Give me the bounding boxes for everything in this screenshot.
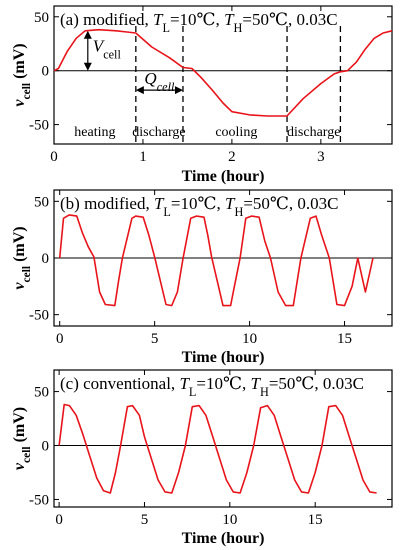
vcell-symbol: V bbox=[93, 36, 106, 55]
panel-title-part: L bbox=[189, 385, 196, 399]
panel-title-part: =10℃, bbox=[170, 10, 224, 29]
x-tick-label: 0 bbox=[56, 331, 64, 347]
phase-label: discharge bbox=[287, 125, 340, 140]
vcell-arrow-head-up bbox=[83, 30, 92, 39]
series-line bbox=[58, 403, 377, 494]
panel-title-part: L bbox=[163, 205, 170, 219]
qcell-label: Qcell bbox=[144, 69, 175, 94]
x-tick-label: 2 bbox=[228, 149, 236, 165]
y-axis-title-unit: (mV) bbox=[11, 226, 28, 266]
y-axis-title: vcell (mV) bbox=[11, 226, 33, 289]
panel-title-part: T bbox=[251, 374, 262, 393]
qcell-symbol: Q bbox=[144, 69, 156, 88]
x-tick-label: 1 bbox=[139, 149, 147, 165]
panel-title-part: T bbox=[179, 374, 190, 393]
panel-title-part: =10℃, bbox=[196, 374, 250, 393]
panel-title-part: =50℃, 0.03C bbox=[269, 374, 364, 393]
panel-title-part: T bbox=[153, 10, 164, 29]
y-axis-title-symbol: v bbox=[11, 462, 28, 470]
panel-title-part: H bbox=[234, 21, 243, 35]
y-axis-title-subscript: cell bbox=[21, 83, 33, 100]
y-tick-label: -50 bbox=[29, 118, 49, 134]
y-axis-title: vcell (mV) bbox=[11, 43, 33, 106]
panel-title-part: T bbox=[225, 194, 236, 213]
y-axis-title: vcell (mV) bbox=[11, 407, 33, 470]
panel-title-part: =50℃, 0.03C bbox=[242, 10, 337, 29]
plot-frame bbox=[53, 369, 393, 508]
x-tick-label: 3 bbox=[317, 149, 325, 165]
y-axis-title-unit: (mV) bbox=[11, 43, 28, 83]
panel-title-part: H bbox=[260, 385, 269, 399]
x-tick-label: 0 bbox=[50, 149, 58, 165]
y-tick-label: 0 bbox=[42, 439, 50, 455]
phase-label: cooling bbox=[215, 125, 257, 140]
vcell-subscript: cell bbox=[103, 47, 121, 61]
vcell-arrow-head-down bbox=[83, 62, 92, 71]
y-tick-label: 0 bbox=[42, 64, 50, 80]
y-tick-label: 50 bbox=[34, 385, 49, 401]
x-tick-label: 5 bbox=[151, 331, 159, 347]
x-axis-title: Time (hour) bbox=[182, 530, 265, 547]
y-axis-title-symbol: v bbox=[11, 99, 28, 107]
series-line bbox=[58, 214, 374, 307]
panel-c: 0 5 10 15 50 0 -50 Time (hour) vcell (mV) (c) con… bbox=[11, 369, 393, 547]
y-tick-label: -50 bbox=[29, 492, 49, 508]
x-axis-title: Time (hour) bbox=[182, 349, 265, 366]
phase-label: discharge bbox=[132, 125, 185, 140]
panel-title-part: (a) modified, bbox=[60, 10, 153, 29]
panel-title: (c) conventional, TL=10℃, TH=50℃, 0.03C bbox=[60, 374, 364, 399]
qcell-arrow-head-right bbox=[174, 86, 183, 95]
series-line bbox=[53, 28, 393, 117]
x-tick-label: 0 bbox=[55, 512, 63, 528]
panel-title-part: (b) modified, bbox=[60, 194, 154, 213]
x-tick-label: 15 bbox=[337, 331, 352, 347]
y-axis-title-subscript: cell bbox=[21, 266, 33, 283]
y-axis-title-subscript: cell bbox=[21, 446, 33, 463]
y-tick-label: -50 bbox=[29, 308, 49, 324]
y-axis-title-symbol: v bbox=[11, 282, 28, 290]
panel-title-part: =50℃, 0.03C bbox=[243, 194, 338, 213]
qcell-subscript: cell bbox=[157, 80, 175, 94]
vcell-label: Vcell bbox=[93, 36, 122, 61]
x-tick-label: 10 bbox=[242, 331, 257, 347]
panel-title-part: (c) conventional, bbox=[60, 374, 179, 393]
panel-title-part: L bbox=[162, 21, 169, 35]
panel-title-part: T bbox=[154, 194, 165, 213]
panel-title: (b) modified, TL=10℃, TH=50℃, 0.03C bbox=[60, 194, 339, 219]
x-tick-label: 5 bbox=[141, 512, 149, 528]
plot-frame bbox=[53, 5, 393, 145]
panel-title-part: H bbox=[234, 205, 243, 219]
y-tick-label: 0 bbox=[42, 251, 50, 267]
x-tick-label: 15 bbox=[308, 512, 323, 528]
panel-title-part: T bbox=[224, 10, 235, 29]
x-tick-label: 10 bbox=[222, 512, 237, 528]
phase-label: heating bbox=[74, 125, 115, 140]
x-axis-title: Time (hour) bbox=[182, 168, 265, 185]
y-tick-label: 50 bbox=[34, 194, 49, 210]
y-tick-label: 50 bbox=[34, 10, 49, 26]
panel-b: 0 5 10 15 50 0 -50 Time (hour) vcell (mV) (b) mod… bbox=[11, 189, 393, 366]
qcell-arrow-head-left bbox=[135, 86, 144, 95]
panel-title-part: =10℃, bbox=[171, 194, 225, 213]
panel-title: (a) modified, TL=10℃, TH=50℃, 0.03C bbox=[60, 10, 338, 35]
y-axis-title-unit: (mV) bbox=[11, 407, 28, 447]
